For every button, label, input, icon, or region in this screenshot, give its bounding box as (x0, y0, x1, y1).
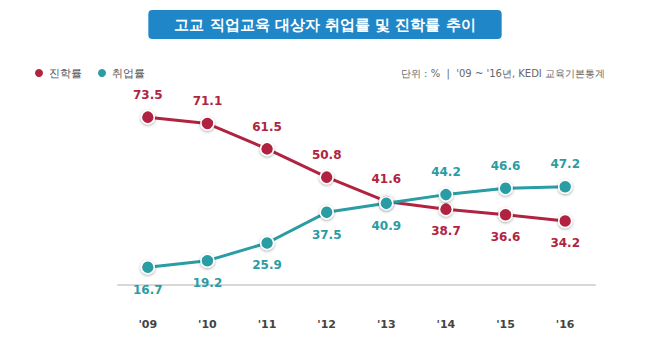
svg-text:37.5: 37.5 (312, 228, 342, 242)
svg-text:73.5: 73.5 (133, 88, 163, 102)
svg-text:'11: '11 (258, 318, 277, 331)
svg-text:취업률: 취업률 (112, 67, 145, 80)
svg-text:44.2: 44.2 (431, 165, 461, 179)
svg-text:25.9: 25.9 (252, 258, 282, 272)
svg-text:'12: '12 (317, 318, 336, 331)
svg-text:'14: '14 (437, 318, 456, 331)
svg-text:41.6: 41.6 (372, 172, 402, 186)
svg-text:16.7: 16.7 (133, 283, 163, 297)
svg-text:36.6: 36.6 (491, 230, 521, 244)
svg-text:19.2: 19.2 (193, 276, 223, 290)
svg-text:단위 : % | '09 ~ '16년, KEDI 교육: 단위 : % | '09 ~ '16년, KEDI 교육기본통계 (401, 68, 605, 80)
svg-text:50.8: 50.8 (312, 148, 342, 162)
svg-text:40.9: 40.9 (372, 219, 402, 233)
svg-text:'16: '16 (556, 318, 575, 331)
svg-text:38.7: 38.7 (431, 224, 461, 238)
svg-text:34.2: 34.2 (550, 236, 580, 250)
svg-text:고교 직업교육 대상자 취업률 및 진학률 추이: 고교 직업교육 대상자 취업률 및 진학률 추이 (174, 16, 475, 34)
svg-text:'10: '10 (198, 318, 217, 331)
svg-text:47.2: 47.2 (550, 157, 580, 171)
svg-text:71.1: 71.1 (193, 94, 223, 108)
svg-text:61.5: 61.5 (252, 120, 282, 134)
svg-text:46.6: 46.6 (491, 159, 521, 173)
svg-text:'15: '15 (496, 318, 515, 331)
svg-text:'13: '13 (377, 318, 396, 331)
svg-text:'09: '09 (138, 318, 157, 331)
svg-text:진학률: 진학률 (49, 67, 82, 80)
